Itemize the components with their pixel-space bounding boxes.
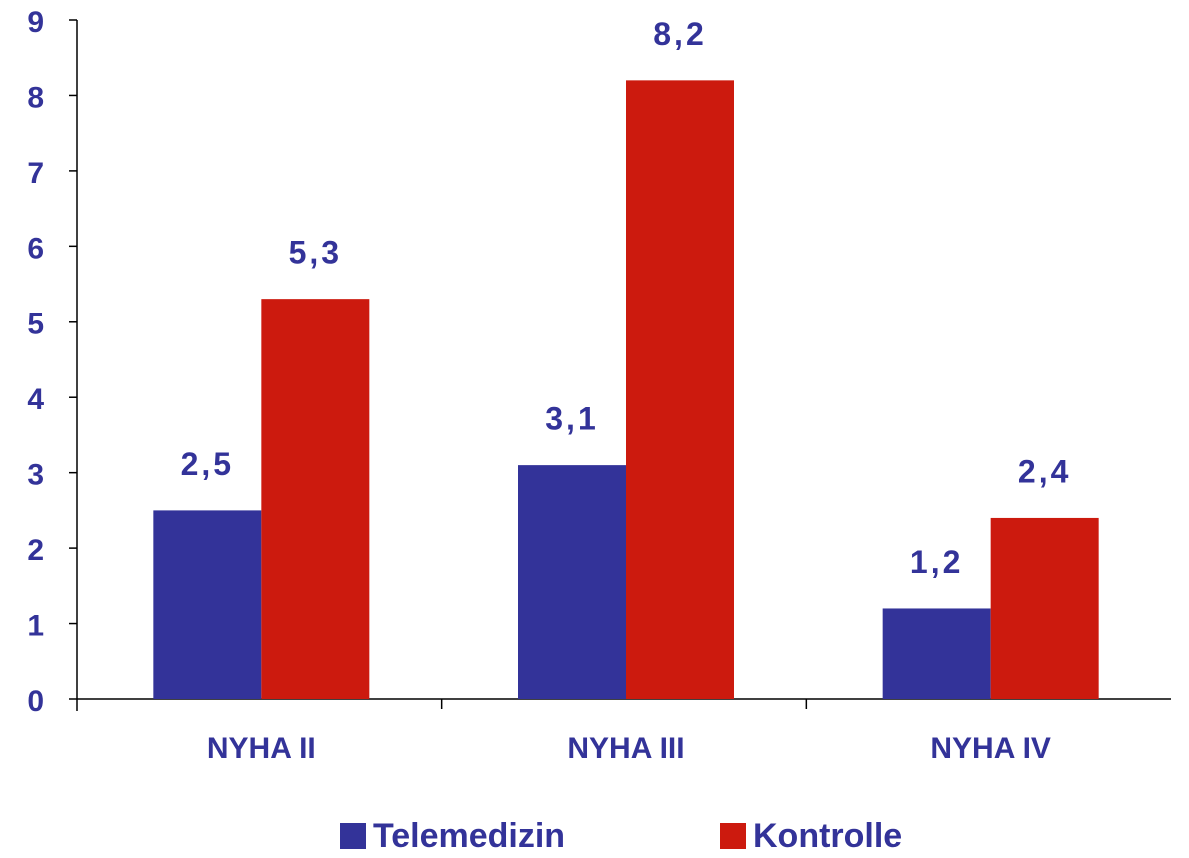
legend-label: Telemedizin: [373, 817, 565, 855]
legend-label: Kontrolle: [753, 817, 902, 855]
y-tick-label: 7: [27, 157, 44, 190]
bar: [882, 608, 991, 699]
y-tick-label: 2: [27, 534, 44, 567]
legend-swatch: [720, 823, 746, 849]
y-tick-label: 8: [27, 81, 44, 114]
bar: [626, 80, 734, 700]
x-tick-label: NYHA IV: [930, 732, 1051, 765]
value-label: 1,2: [910, 544, 963, 580]
y-tick-label: 3: [27, 459, 44, 492]
bar: [518, 465, 626, 699]
y-tick-label: 4: [27, 383, 44, 416]
value-label: 3,1: [545, 401, 598, 437]
y-tick-label: 1: [27, 609, 44, 642]
y-tick-label: 6: [27, 232, 44, 265]
legend-swatch: [340, 823, 366, 849]
y-tick-label: 9: [27, 6, 44, 39]
x-tick-label: NYHA III: [567, 732, 684, 765]
bar: [990, 517, 1099, 699]
y-tick-label: 5: [27, 308, 44, 341]
bar: [261, 299, 370, 699]
value-label: 5,3: [289, 235, 342, 271]
value-label: 2,5: [181, 446, 234, 482]
value-label: 2,4: [1018, 453, 1071, 489]
value-label: 8,2: [653, 16, 706, 52]
x-tick-label: NYHA II: [207, 732, 316, 765]
y-tick-label: 0: [27, 685, 44, 718]
bar: [153, 510, 262, 699]
